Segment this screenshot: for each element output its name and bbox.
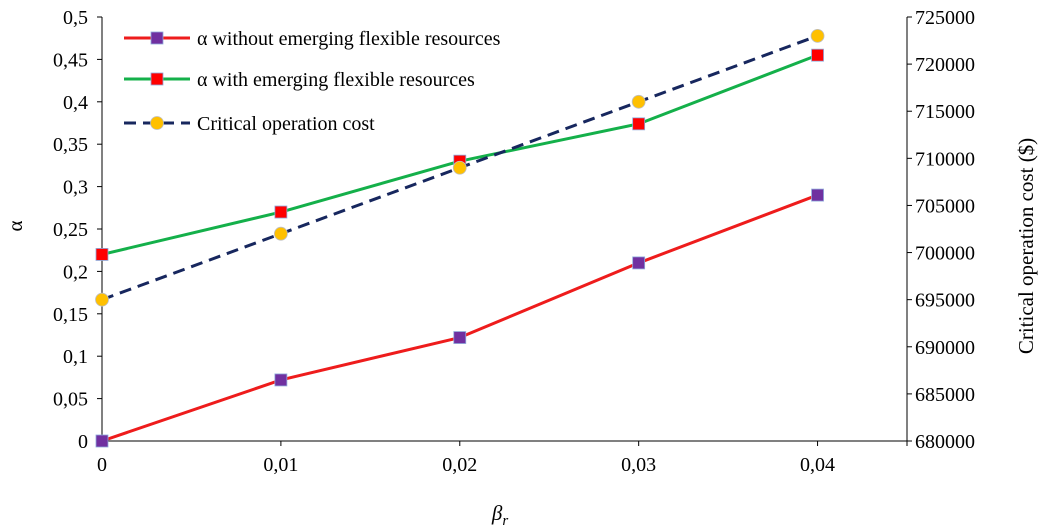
y2-tick-label: 710000 [915, 148, 975, 170]
axes: 0 0,05 0,1 0,15 0,2 0,25 0,3 0,35 0,4 0,45 0,5 6800… [53, 7, 975, 476]
series-3-point [631, 94, 646, 109]
series-1-point [95, 434, 109, 448]
y-tick-label: 0,1 [63, 346, 88, 368]
x-axis-label: βr [491, 501, 508, 529]
y2-tick-label: 685000 [915, 384, 975, 406]
y-tick-label: 0,3 [63, 177, 88, 199]
legend-marker-2 [150, 72, 164, 86]
x-tick-label: 0,03 [621, 454, 656, 476]
y-tick-label: 0,5 [63, 7, 88, 29]
series-2-point [274, 205, 288, 219]
y-tick-label: 0,35 [53, 134, 88, 156]
x-tick-label: 0,02 [442, 454, 477, 476]
y-axis-label: α [3, 220, 27, 231]
legend-marker-3 [150, 116, 164, 130]
y2-tick-label: 725000 [915, 7, 975, 29]
series-2-point [811, 48, 824, 62]
y2-tick-label: 705000 [915, 195, 975, 217]
series-3-point [810, 28, 825, 43]
series-1-point [453, 331, 467, 344]
y-tick-label: 0,15 [53, 304, 88, 326]
y-tick-label: 0,45 [53, 49, 88, 71]
y-tick-label: 0,4 [63, 92, 88, 114]
series-1-point [811, 188, 824, 202]
series-3-point [452, 160, 467, 175]
legend: α without emerging flexible resources α w… [124, 28, 501, 135]
x-axis-label-main: β [491, 501, 503, 525]
x-axis-label-subscript: r [502, 513, 508, 529]
series-1-point [274, 373, 288, 387]
y-tick-label: 0,2 [63, 261, 88, 283]
y2-tick-label: 680000 [915, 431, 975, 453]
plot-area [95, 28, 825, 448]
legend-label-1: α without emerging flexible resources [197, 28, 501, 50]
y-tick-label: 0,05 [53, 389, 88, 411]
y-tick-label: 0,25 [53, 219, 88, 241]
x-tick-label: 0,01 [263, 454, 298, 476]
y2-tick-label: 715000 [915, 101, 975, 123]
y2-tick-label: 690000 [915, 337, 975, 359]
y-tick-label: 0 [78, 431, 88, 453]
series-1-point [632, 256, 646, 270]
legend-label-3: Critical operation cost [197, 113, 375, 135]
x-tick-label: 0 [97, 454, 107, 476]
y2-tick-label: 720000 [915, 54, 975, 76]
series-2-point [95, 248, 109, 261]
y2-tick-label: 700000 [915, 243, 975, 265]
series-3-point [95, 292, 109, 307]
legend-marker-1 [150, 31, 164, 45]
series-3-point [273, 226, 288, 241]
legend-label-2: α with emerging flexible resources [197, 69, 475, 91]
x-tick-label: 0,04 [800, 454, 835, 476]
series-2-point [632, 117, 646, 131]
series-line-1 [101, 193, 819, 443]
y2-axis-label: Critical operation cost ($) [1014, 138, 1038, 354]
y2-tick-label: 695000 [915, 290, 975, 312]
axis-labels: α Critical operation cost ($) βr [3, 138, 1038, 529]
